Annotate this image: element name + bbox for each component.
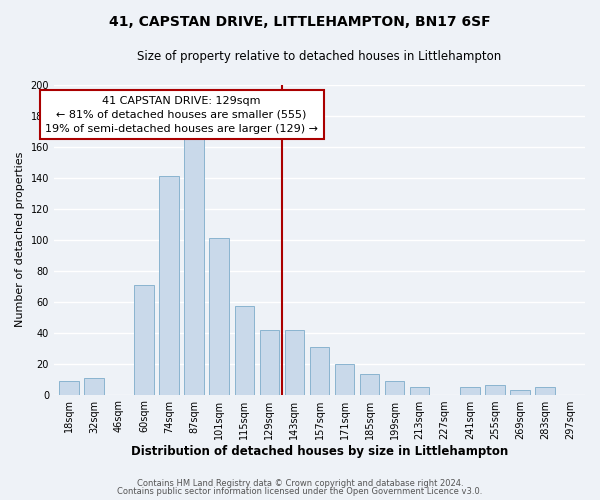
Text: Contains HM Land Registry data © Crown copyright and database right 2024.: Contains HM Land Registry data © Crown c… <box>137 478 463 488</box>
Bar <box>209 238 229 394</box>
Title: Size of property relative to detached houses in Littlehampton: Size of property relative to detached ho… <box>137 50 502 63</box>
Bar <box>335 364 354 394</box>
Bar <box>510 390 530 394</box>
Bar <box>485 386 505 394</box>
Text: Contains public sector information licensed under the Open Government Licence v3: Contains public sector information licen… <box>118 487 482 496</box>
Bar <box>160 176 179 394</box>
Bar <box>184 136 204 394</box>
Text: 41 CAPSTAN DRIVE: 129sqm
← 81% of detached houses are smaller (555)
19% of semi-: 41 CAPSTAN DRIVE: 129sqm ← 81% of detach… <box>45 96 318 134</box>
Bar <box>235 306 254 394</box>
Bar <box>460 387 479 394</box>
Bar <box>284 330 304 394</box>
Bar <box>385 380 404 394</box>
Bar <box>84 378 104 394</box>
Y-axis label: Number of detached properties: Number of detached properties <box>15 152 25 328</box>
Bar <box>535 387 554 394</box>
Bar <box>310 346 329 395</box>
X-axis label: Distribution of detached houses by size in Littlehampton: Distribution of detached houses by size … <box>131 444 508 458</box>
Bar <box>260 330 279 394</box>
Bar <box>59 380 79 394</box>
Text: 41, CAPSTAN DRIVE, LITTLEHAMPTON, BN17 6SF: 41, CAPSTAN DRIVE, LITTLEHAMPTON, BN17 6… <box>109 15 491 29</box>
Bar <box>134 284 154 395</box>
Bar <box>360 374 379 394</box>
Bar <box>410 387 430 394</box>
